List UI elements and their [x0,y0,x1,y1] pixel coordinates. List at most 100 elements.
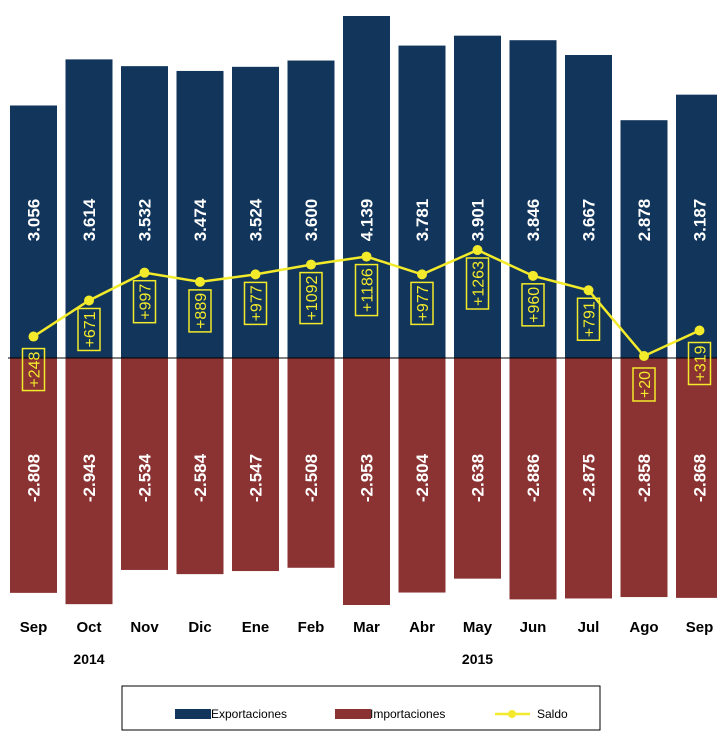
saldo-label-text-11: +20 [637,371,654,398]
legend-importaciones-label: Importaciones [370,707,445,721]
saldo-label-box-0 [21,347,46,392]
label-exportaciones-8: 3.901 [469,199,488,242]
bar-exportaciones-8 [454,35,501,358]
x-tick-label-3: Dic [188,619,211,636]
label-importaciones-11: -2.858 [635,454,654,502]
saldo-label-0: +248 [21,347,46,392]
saldo-label-text-9: +960 [526,287,543,323]
saldo-label-box-10 [576,297,601,342]
x-tick-label-7: Abr [409,619,435,636]
x-tick-label-8: May [463,619,493,636]
saldo-label-5: +1092 [299,271,323,325]
bar-exportaciones-2 [121,66,168,359]
bar-importaciones-0 [10,358,57,593]
saldo-label-text-10: +791 [582,301,599,337]
saldo-label-text-1: +671 [82,311,99,347]
saldo-label-text-3: +889 [193,293,210,329]
x-tick-label-4: Ene [242,619,270,636]
bar-importaciones-9 [509,358,557,600]
x-tick-label-1: Oct [76,619,101,636]
label-exportaciones-6: 4.139 [358,199,377,242]
saldo-label-1: +671 [77,307,101,352]
saldo-label-box-7 [410,281,434,326]
label-exportaciones-5: 3.600 [302,199,321,242]
x-tick-label-2: Nov [130,619,159,636]
bar-exportaciones-4 [232,66,279,358]
saldo-label-text-12: +319 [693,345,710,381]
saldo-label-box-9 [521,283,545,327]
saldo-point-11 [639,351,649,361]
saldo-label-12: +319 [687,341,712,386]
bar-importaciones-8 [454,358,501,579]
saldo-label-text-5: +1092 [304,276,321,321]
label-importaciones-0: -2.808 [25,454,44,502]
x-tick-label-11: Ago [629,619,658,636]
legend-exportaciones-label: Exportaciones [211,707,287,721]
saldo-label-8: +1263 [465,257,490,310]
bar-exportaciones-5 [287,60,335,359]
legend-saldo-marker [508,710,516,718]
bar-importaciones-3 [176,358,224,575]
importaciones-labels: -2.808 -2.943 -2.534 -2.584 -2.547 -2.508 -2.9… [25,453,710,502]
legend-importaciones-swatch [335,709,371,719]
saldo-label-box-2 [132,279,157,324]
saldo-label-text-7: +977 [415,285,432,321]
bar-exportaciones-6 [343,16,390,358]
label-importaciones-8: -2.638 [469,454,488,502]
saldo-label-box-4 [243,281,268,326]
saldo-series [28,245,705,361]
year-labels: 2014 2015 [73,651,493,667]
saldo-label-7: +977 [410,281,434,326]
label-importaciones-7: -2.804 [413,453,432,502]
label-importaciones-1: -2.943 [80,454,99,502]
saldo-labels: +248 +671 +997 +889 +977 +1092 +1186 +977 +1263 +… [21,257,712,402]
saldo-label-4: +977 [243,281,268,326]
label-exportaciones-1: 3.614 [80,198,99,241]
saldo-label-text-2: +997 [138,284,155,320]
saldo-point-1 [84,295,94,306]
bar-exportaciones-11 [620,120,668,358]
label-importaciones-12: -2.868 [691,454,710,502]
label-exportaciones-0: 3.056 [25,199,44,242]
saldo-label-box-6 [354,263,379,317]
label-exportaciones-10: 3.667 [580,199,599,242]
saldo-label-box-12 [687,341,712,386]
saldo-label-box-5 [299,271,323,325]
saldo-point-10 [583,285,594,296]
exportaciones-labels: 3.056 3.614 3.532 3.474 3.524 3.600 4.139 3.781… [25,198,710,241]
saldo-point-6 [361,251,372,262]
bar-importaciones-12 [676,358,717,598]
label-importaciones-4: -2.547 [247,454,266,502]
year-label-1: 2015 [462,651,493,667]
x-axis-labels: Sep Oct Nov Dic Ene Feb Mar Abr May Jun Jul Ago Sep [20,619,714,636]
legend-exportaciones-swatch [175,709,211,719]
saldo-label-text-8: +1263 [471,261,488,306]
bar-importaciones-7 [398,358,446,593]
saldo-label-11: +20 [632,367,656,402]
saldo-point-0 [28,331,39,342]
x-tick-label-0: Sep [20,619,48,636]
saldo-label-box-11 [632,367,656,402]
importaciones-bars [10,358,717,605]
saldo-point-7 [417,269,427,280]
legend-box [121,685,601,731]
label-importaciones-9: -2.886 [524,454,543,502]
saldo-point-8 [472,245,483,255]
saldo-label-text-4: +977 [249,285,266,321]
legend-saldo-label: Saldo [537,707,568,721]
saldo-point-5 [306,259,316,270]
bar-exportaciones-0 [10,105,57,358]
label-importaciones-10: -2.875 [580,454,599,502]
saldo-point-2 [139,267,150,278]
label-importaciones-3: -2.584 [191,453,210,502]
saldo-point-4 [250,269,261,280]
label-exportaciones-7: 3.781 [413,199,432,242]
label-exportaciones-9: 3.846 [524,199,543,242]
x-tick-label-6: Mar [353,619,380,636]
label-importaciones-2: -2.534 [136,453,155,502]
saldo-label-text-0: +248 [27,351,44,387]
saldo-label-box-1 [77,307,101,352]
bar-exportaciones-7 [398,45,446,359]
bar-importaciones-2 [121,358,168,570]
